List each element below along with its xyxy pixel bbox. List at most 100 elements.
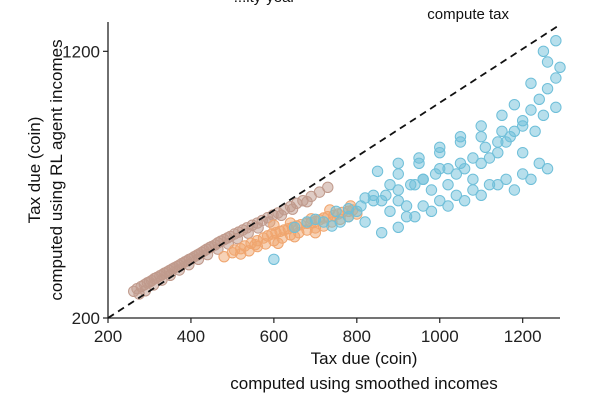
y-tick-label: 1200 bbox=[62, 42, 100, 61]
data-point bbox=[516, 168, 529, 180]
data-point bbox=[467, 184, 479, 196]
data-point bbox=[400, 200, 413, 212]
data-point bbox=[525, 173, 537, 186]
data-point bbox=[429, 168, 442, 180]
reference-line bbox=[107, 23, 561, 319]
data-point bbox=[537, 45, 550, 58]
y-axis-label-line1: Tax due (coin) bbox=[25, 117, 44, 224]
data-point bbox=[550, 34, 562, 47]
data-point bbox=[434, 194, 446, 207]
data-point bbox=[392, 184, 404, 196]
data-point bbox=[231, 232, 244, 245]
y-axis-label-line2: computed using RL agent incomes bbox=[47, 39, 66, 300]
data-point bbox=[450, 189, 463, 202]
identity-dashed-line bbox=[107, 23, 561, 319]
data-point bbox=[541, 56, 554, 68]
data-point bbox=[508, 98, 521, 111]
data-point bbox=[268, 219, 280, 231]
data-point bbox=[164, 269, 176, 282]
data-point bbox=[442, 200, 454, 212]
data-point bbox=[492, 146, 504, 159]
data-point bbox=[301, 196, 313, 208]
x-tick-label: 400 bbox=[177, 327, 205, 346]
data-point bbox=[392, 168, 404, 180]
data-point bbox=[334, 216, 346, 228]
series-blue bbox=[268, 34, 566, 266]
data-point bbox=[496, 109, 508, 122]
data-points bbox=[128, 34, 566, 300]
x-tick-label: 600 bbox=[260, 327, 288, 346]
data-point bbox=[550, 72, 562, 84]
data-point bbox=[537, 109, 550, 122]
data-point bbox=[496, 125, 508, 138]
data-point bbox=[417, 173, 429, 186]
data-point bbox=[392, 221, 404, 234]
data-point bbox=[492, 136, 504, 148]
x-tick-label: 1000 bbox=[421, 327, 459, 346]
data-point bbox=[475, 130, 487, 143]
x-tick-label: 200 bbox=[94, 327, 122, 346]
data-point bbox=[371, 165, 384, 178]
x-axis-label-line2: computed using smoothed incomes bbox=[230, 374, 497, 393]
data-point bbox=[467, 152, 479, 164]
data-point bbox=[467, 173, 479, 186]
data-point bbox=[483, 152, 496, 164]
data-point bbox=[442, 162, 454, 175]
data-point bbox=[504, 130, 516, 143]
data-point bbox=[286, 203, 299, 215]
x-tick-label: 800 bbox=[343, 327, 371, 346]
tick-labels: 200 400 600 800 1000 1200 200 1200 bbox=[62, 42, 541, 346]
data-point bbox=[516, 120, 529, 132]
data-point bbox=[313, 186, 326, 198]
data-point bbox=[508, 184, 521, 196]
data-point bbox=[516, 146, 529, 159]
data-point bbox=[529, 125, 541, 138]
data-point bbox=[554, 61, 566, 74]
data-point bbox=[275, 209, 288, 222]
data-point bbox=[475, 157, 487, 170]
data-point bbox=[272, 237, 284, 250]
data-point bbox=[458, 194, 471, 207]
annotations: ...ity-year compute tax bbox=[234, 0, 510, 23]
data-point bbox=[268, 253, 280, 266]
data-point bbox=[541, 82, 554, 95]
axes bbox=[103, 22, 560, 323]
data-point bbox=[550, 101, 562, 114]
data-point bbox=[288, 221, 301, 234]
data-point bbox=[500, 173, 512, 186]
data-point bbox=[533, 93, 545, 106]
data-point bbox=[228, 244, 241, 256]
data-point bbox=[322, 181, 334, 194]
data-point bbox=[367, 194, 380, 207]
data-point bbox=[330, 205, 342, 218]
data-point bbox=[425, 184, 438, 196]
annotation-top-right: compute tax bbox=[427, 6, 509, 23]
data-point bbox=[417, 200, 429, 212]
data-point bbox=[355, 200, 367, 212]
x-axis-label-line1: Tax due (coin) bbox=[311, 349, 418, 368]
data-point bbox=[400, 210, 413, 223]
data-point bbox=[392, 157, 404, 170]
data-point bbox=[413, 157, 425, 170]
data-point bbox=[242, 227, 254, 239]
data-point bbox=[475, 120, 487, 132]
data-point bbox=[434, 141, 446, 154]
data-point bbox=[309, 226, 322, 239]
data-point bbox=[342, 202, 355, 215]
data-point bbox=[525, 104, 537, 116]
data-point bbox=[425, 205, 438, 218]
data-point bbox=[384, 205, 396, 218]
data-point bbox=[442, 178, 454, 191]
axis-labels: Tax due (coin) computed using smoothed in… bbox=[25, 39, 498, 393]
data-point bbox=[380, 189, 392, 202]
data-point bbox=[450, 168, 463, 180]
data-point bbox=[541, 162, 554, 175]
data-point bbox=[405, 178, 417, 191]
data-point bbox=[384, 178, 396, 191]
data-point bbox=[475, 189, 487, 202]
data-point bbox=[525, 77, 537, 90]
data-point bbox=[375, 226, 388, 239]
data-point bbox=[533, 157, 545, 170]
data-point bbox=[252, 222, 264, 234]
